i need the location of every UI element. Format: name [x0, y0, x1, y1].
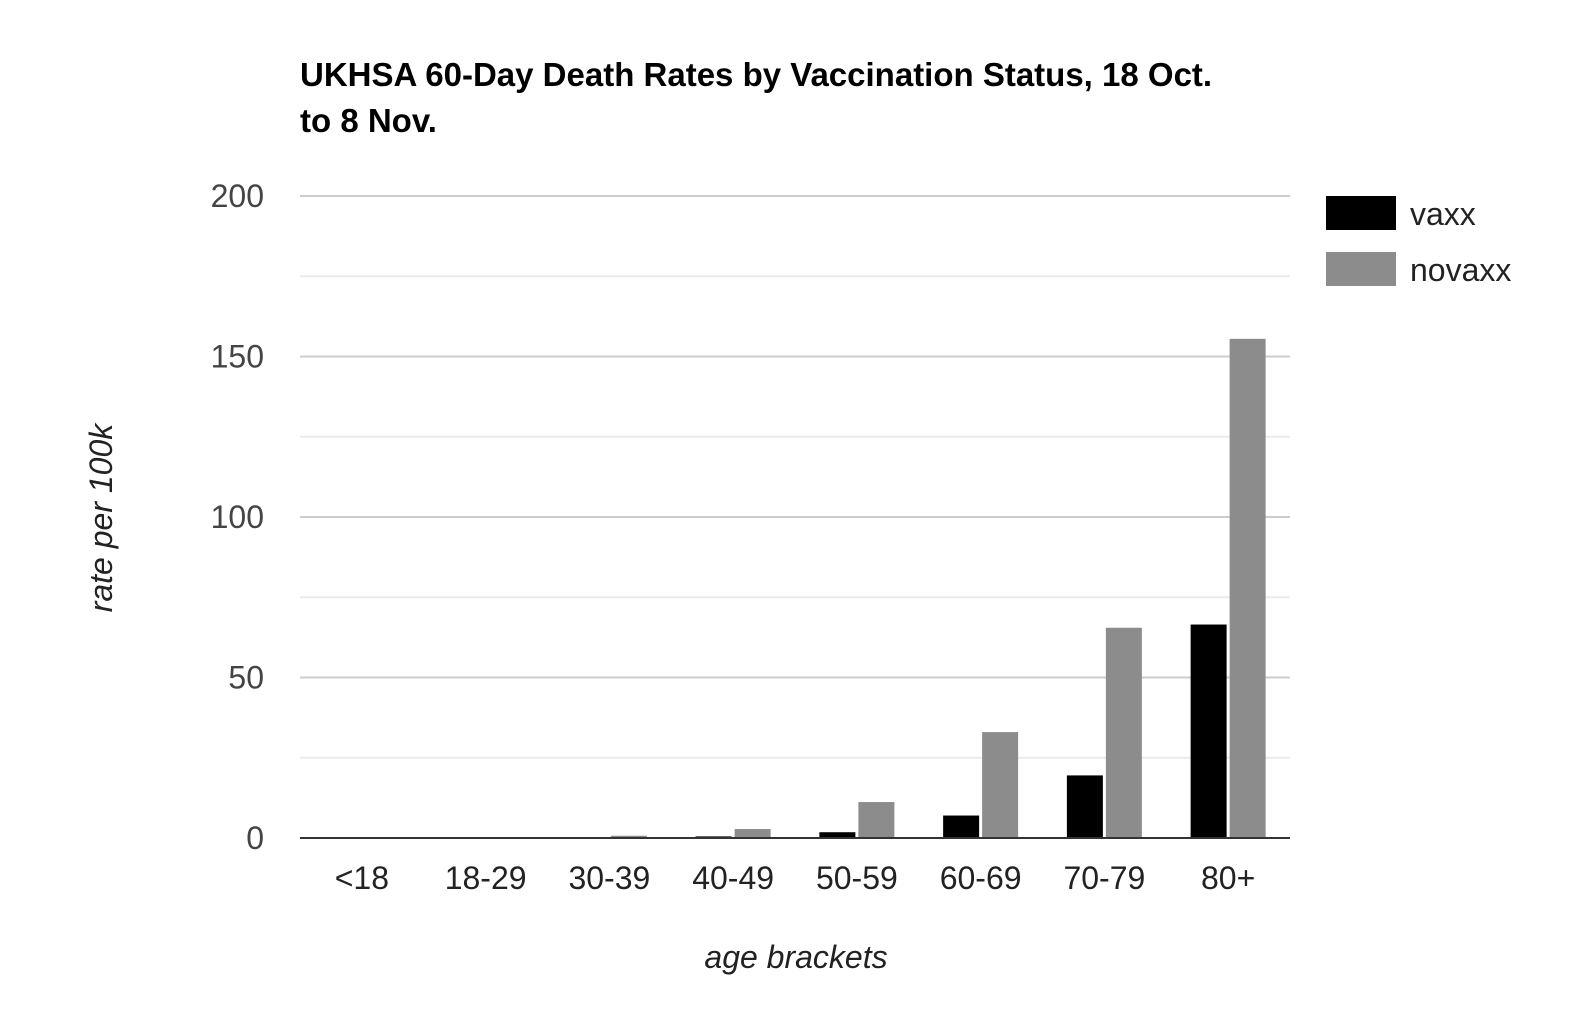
chart-title-line-2: to 8 Nov. [300, 102, 437, 139]
y-tick-label: 50 [228, 660, 264, 696]
legend-label-novaxx: novaxx [1410, 252, 1511, 288]
gridlines [300, 195, 1290, 759]
y-tick-label: 0 [246, 820, 264, 856]
x-axis-title: age brackets [704, 939, 887, 975]
x-tick-label: 30-39 [568, 860, 650, 896]
bar-vaxx-7 [1190, 624, 1227, 838]
bar-vaxx-5 [943, 815, 980, 838]
y-tick-label: 200 [211, 178, 264, 214]
x-tick-label: 80+ [1201, 860, 1255, 896]
y-tick-label: 150 [211, 339, 264, 375]
legend-swatch-novaxx [1326, 252, 1396, 286]
x-tick-label: 50-59 [816, 860, 898, 896]
bar-novaxx-5 [982, 732, 1019, 838]
legend-swatch-vaxx [1326, 196, 1396, 230]
y-axis-title: rate per 100k [83, 422, 119, 613]
bars [571, 338, 1266, 838]
x-tick-label: 70-79 [1063, 860, 1145, 896]
bar-novaxx-4 [858, 802, 895, 838]
x-tick-label: 60-69 [940, 860, 1022, 896]
legend: vaxx novaxx [1326, 196, 1511, 288]
x-axis-ticks: <18 18-29 30-39 40-49 50-59 60-69 70-79 80+ [335, 860, 1256, 896]
bar-novaxx-7 [1229, 338, 1266, 838]
x-tick-label: 40-49 [692, 860, 774, 896]
x-tick-label: 18-29 [445, 860, 527, 896]
bar-vaxx-4 [819, 832, 856, 838]
chart-title: UKHSA 60-Day Death Rates by Vaccination … [300, 56, 1212, 139]
bar-novaxx-6 [1105, 627, 1142, 838]
chart-title-line-1: UKHSA 60-Day Death Rates by Vaccination … [300, 56, 1212, 93]
legend-label-vaxx: vaxx [1410, 196, 1476, 232]
bar-novaxx-2 [610, 835, 647, 838]
bar-novaxx-3 [734, 829, 771, 838]
y-tick-label: 100 [211, 499, 264, 535]
y-axis-ticks: 0 50 100 150 200 [211, 178, 264, 856]
x-tick-label: <18 [335, 860, 389, 896]
bar-vaxx-6 [1066, 775, 1103, 838]
